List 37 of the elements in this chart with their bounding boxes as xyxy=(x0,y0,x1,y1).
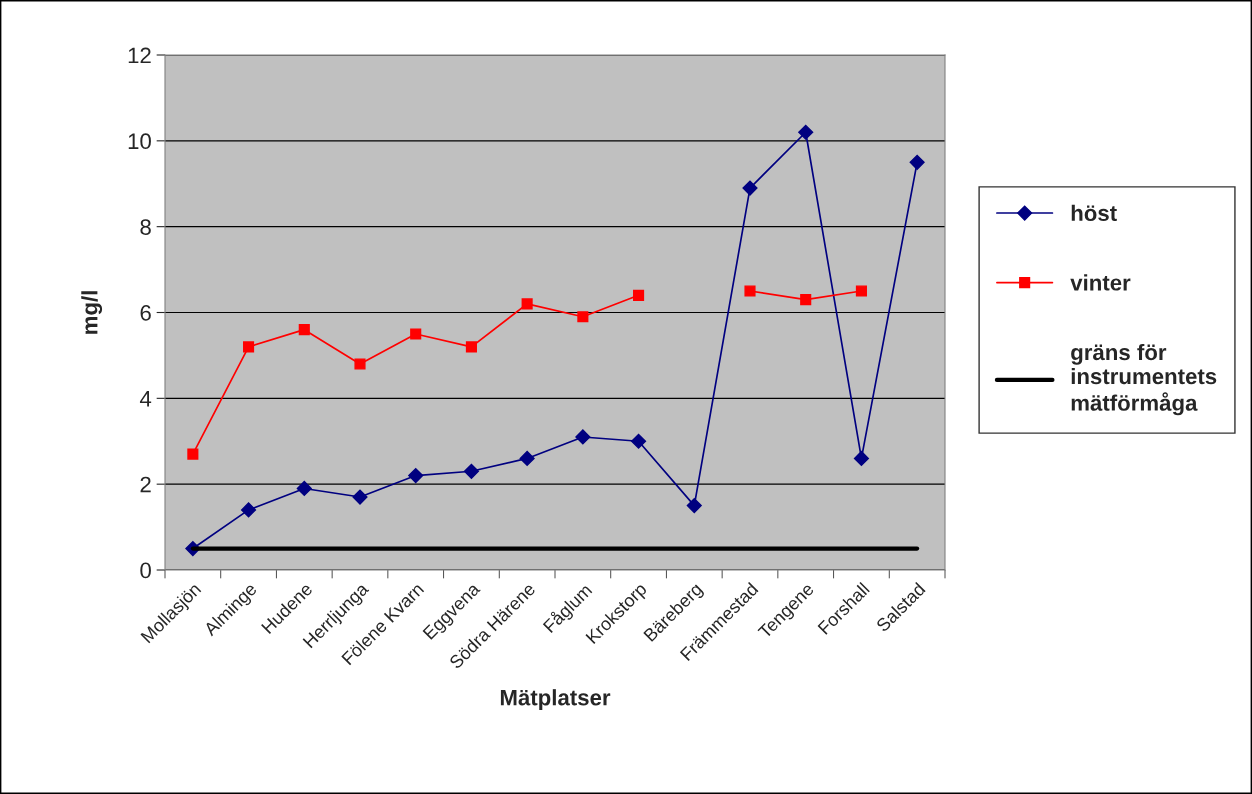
point xyxy=(243,341,255,353)
y-tick-label: 4 xyxy=(139,391,152,407)
point xyxy=(798,124,814,140)
point xyxy=(800,294,812,306)
y-tick-label: 8 xyxy=(140,219,151,235)
point xyxy=(298,324,310,336)
point xyxy=(575,429,591,445)
legend-label: höst xyxy=(1071,204,1117,222)
y-tick-label: 12 xyxy=(128,47,151,64)
point xyxy=(519,450,535,466)
point xyxy=(241,502,257,518)
point xyxy=(465,341,477,353)
point xyxy=(744,285,756,297)
point xyxy=(354,358,366,370)
x-axis-title: Mätplatser xyxy=(500,689,611,710)
point xyxy=(742,180,758,196)
point xyxy=(521,298,533,310)
point xyxy=(686,498,702,514)
y-tick-label: 10 xyxy=(128,133,151,150)
y-tick-label: 0 xyxy=(140,562,151,579)
point xyxy=(408,468,424,484)
legend-label: gräns för instrumentets mätförmåga xyxy=(1071,343,1217,416)
point xyxy=(352,489,368,505)
point xyxy=(853,450,869,466)
point xyxy=(909,154,925,170)
y-tick-label: 2 xyxy=(140,476,151,493)
point xyxy=(463,463,479,479)
point xyxy=(855,285,867,297)
legend-label: vinter xyxy=(1070,274,1131,291)
point xyxy=(631,433,647,449)
point xyxy=(633,289,645,301)
point xyxy=(187,448,199,460)
point xyxy=(296,480,312,497)
point xyxy=(410,328,422,340)
y-tick-label: 6 xyxy=(140,305,151,321)
point xyxy=(577,311,589,323)
y-axis-title: mg/l xyxy=(81,291,103,334)
